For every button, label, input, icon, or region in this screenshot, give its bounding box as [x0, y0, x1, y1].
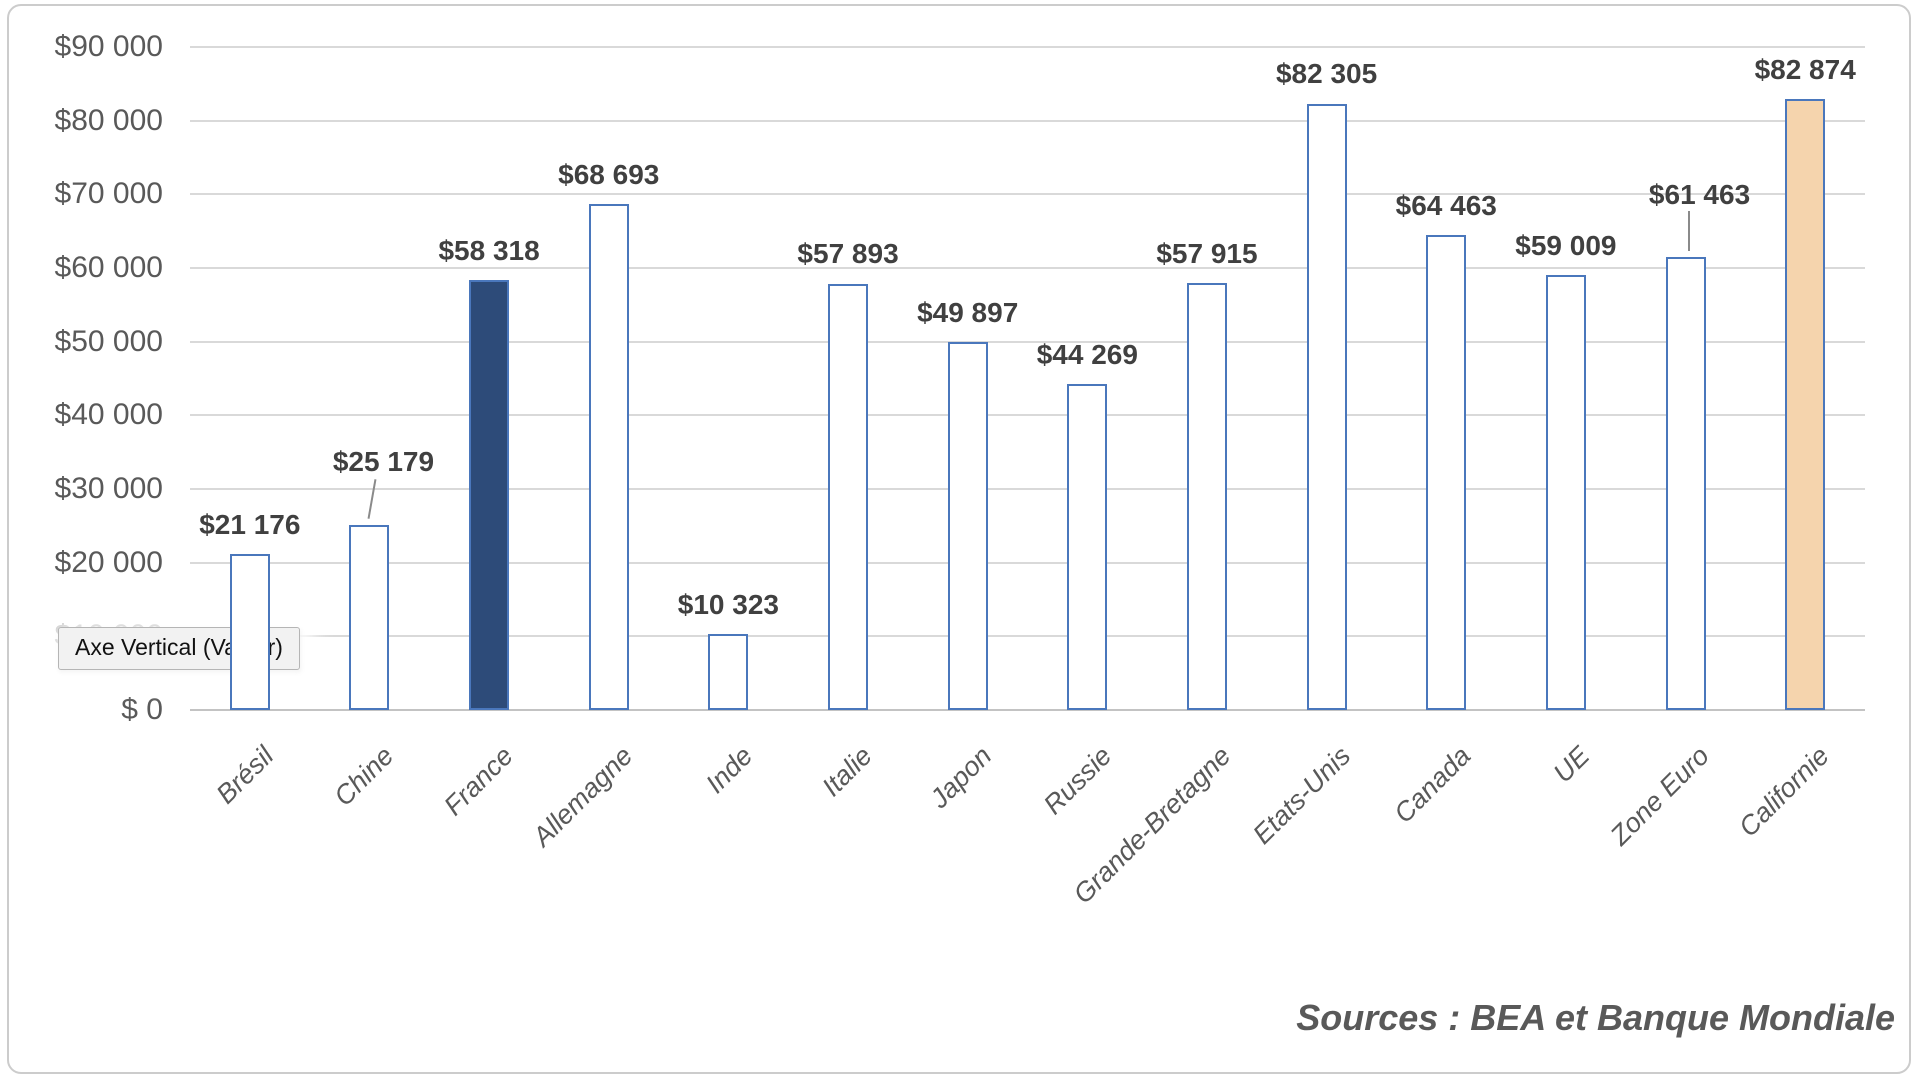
- gridline: [190, 340, 1865, 343]
- bar-bresil[interactable]: [229, 554, 270, 710]
- data-label-japon: $49 897: [917, 297, 1019, 329]
- bar-californie[interactable]: [1785, 99, 1826, 710]
- y-axis-tick-label: $50 000: [54, 324, 163, 358]
- data-label-californie: $82 874: [1754, 54, 1856, 86]
- gridline: [190, 635, 1865, 638]
- y-axis-tick-label: $70 000: [54, 177, 163, 211]
- bar-inde[interactable]: [708, 633, 749, 710]
- label-leader-line: [1687, 211, 1690, 252]
- bar-italie[interactable]: [828, 283, 869, 710]
- y-axis-tick-label: $60 000: [54, 251, 163, 284]
- data-label-allemagne: $68 693: [558, 158, 660, 190]
- data-label-grande-bretagne: $57 915: [1156, 237, 1258, 269]
- data-label-inde: $10 323: [677, 588, 779, 620]
- bar-japon[interactable]: [947, 342, 988, 710]
- bar-zone-euro[interactable]: [1665, 257, 1706, 710]
- bar-russie[interactable]: [1067, 383, 1108, 710]
- bar-ue[interactable]: [1545, 275, 1586, 710]
- gridline: [190, 267, 1865, 269]
- data-label-canada: $64 463: [1395, 189, 1497, 221]
- data-label-bresil: $21 176: [199, 508, 301, 540]
- y-axis-tick-label: $20 000: [54, 545, 163, 579]
- data-label-chine: $25 179: [332, 446, 435, 478]
- data-label-etats-unis: $82 305: [1275, 58, 1378, 90]
- x-axis-line: [190, 709, 1865, 711]
- gridline: [190, 414, 1865, 417]
- bar-etats-unis[interactable]: [1306, 103, 1347, 710]
- bar-allemagne[interactable]: [588, 203, 629, 710]
- data-label-italie: $57 893: [797, 238, 899, 270]
- gridline: [190, 561, 1865, 564]
- data-label-ue: $59 009: [1515, 229, 1617, 261]
- y-axis-tick-label: $40 000: [54, 398, 163, 432]
- gridline: [190, 119, 1865, 122]
- gridline: [190, 488, 1865, 490]
- bar-chine[interactable]: [349, 524, 390, 710]
- bar-grande-bretagne[interactable]: [1186, 283, 1227, 710]
- y-axis-tick-label: $ 0: [121, 693, 163, 726]
- gridline: [190, 46, 1865, 48]
- source-note: Sources : BEA et Banque Mondiale: [1296, 997, 1895, 1038]
- bar-france[interactable]: [469, 280, 510, 710]
- y-axis-tick-label: $90 000: [54, 30, 163, 63]
- gridline: [190, 193, 1865, 196]
- data-label-france: $58 318: [438, 235, 540, 267]
- data-label-russie: $44 269: [1036, 338, 1138, 370]
- bar-canada[interactable]: [1426, 235, 1467, 710]
- data-label-zone-euro: $61 463: [1648, 178, 1751, 210]
- y-axis-tick-label: $30 000: [54, 472, 163, 505]
- y-axis-tick-label: $80 000: [54, 103, 163, 137]
